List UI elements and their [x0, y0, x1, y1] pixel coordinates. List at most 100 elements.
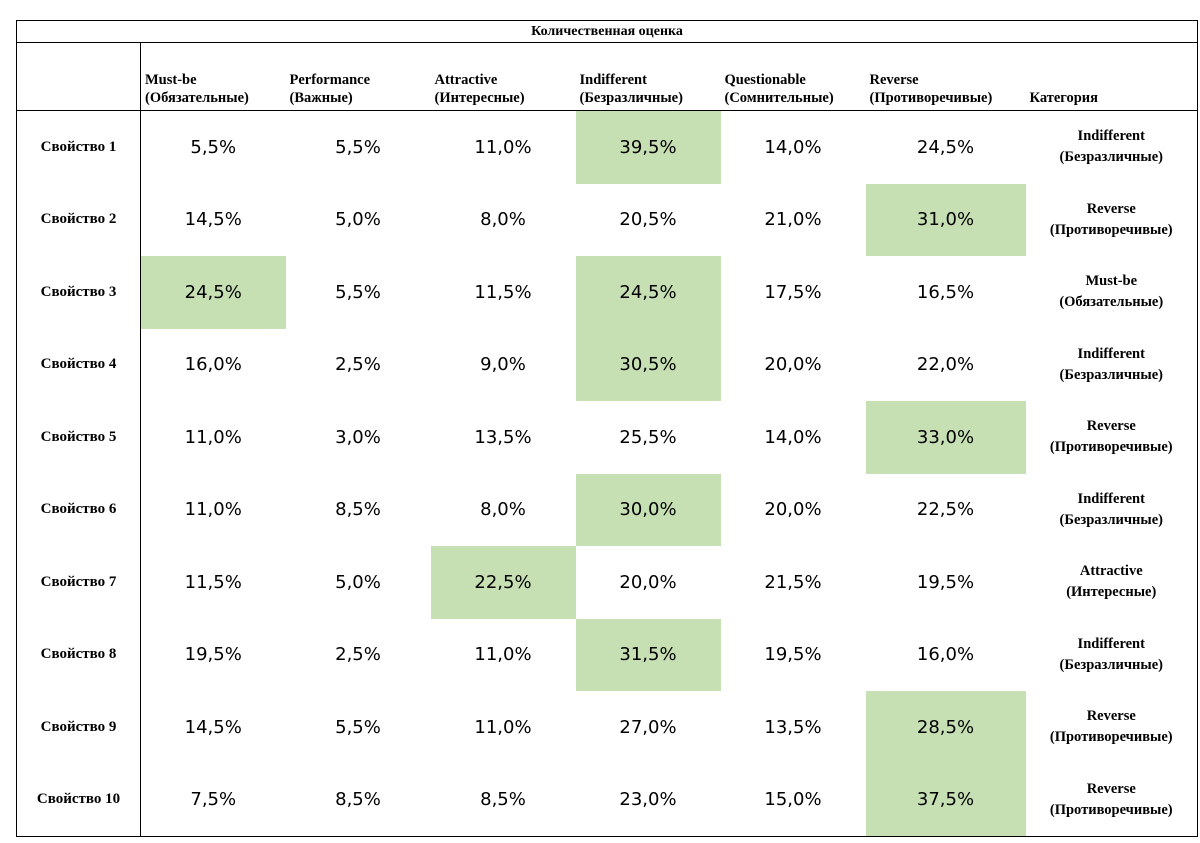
- value-cell: 27,0%: [619, 716, 677, 738]
- category-name: Indifferent: [1077, 345, 1145, 362]
- category-name-ru: (Противоречивые): [1049, 439, 1173, 456]
- value-cell: 13,5%: [474, 426, 532, 448]
- column-header-must-be: Must-be (Обязательные): [140, 42, 286, 111]
- category-cell: Reverse (Противоречивые): [1025, 183, 1198, 256]
- category-name-ru: (Безразличные): [1059, 511, 1163, 528]
- value-cell: 14,5%: [184, 209, 242, 231]
- column-header-row: Must-be (Обязательные) Performance (Важн…: [16, 42, 1198, 111]
- row-label: Свойство 3: [16, 256, 141, 329]
- value-cell: 5,0%: [335, 209, 381, 231]
- category-name: Reverse: [1086, 418, 1136, 435]
- table-row: Свойство 3 24,5% 5,5% 11,5% 24,5% 17,5% 16,5% M…: [16, 256, 1198, 329]
- table-row: Свойство 10 7,5% 8,5% 8,5% 23,0% 15,0% 37,5% Re…: [16, 763, 1198, 837]
- value-cell: 5,5%: [335, 136, 381, 158]
- table-row: Свойство 6 11,0% 8,5% 8,0% 30,0% 20,0% 22,5% In…: [16, 473, 1198, 546]
- value-cell: 20,0%: [764, 499, 822, 521]
- value-cell: 19,5%: [764, 644, 822, 666]
- row-label: Свойство 5: [16, 401, 141, 474]
- value-cell: 22,5%: [430, 546, 576, 619]
- value-cell: 30,5%: [575, 328, 721, 401]
- value-cell: 39,5%: [575, 110, 721, 184]
- value-cell: 8,0%: [480, 209, 526, 231]
- quantitative-assessment-table: Количественная оценка Must-be (Обязатель…: [16, 20, 1198, 837]
- column-header-questionable: Questionable (Сомнительные): [720, 42, 866, 111]
- value-cell: 23,0%: [575, 763, 721, 837]
- column-header-category: Категория: [1025, 42, 1198, 111]
- corner-cell: [16, 42, 141, 111]
- value-cell: 20,5%: [619, 209, 677, 231]
- category-cell: Indifferent (Безразличные): [1025, 110, 1198, 184]
- value-cell: 5,0%: [335, 571, 381, 593]
- category-name-ru: (Безразличные): [1059, 656, 1163, 673]
- value-cell: 5,5%: [335, 716, 381, 738]
- category-cell: Indifferent (Безразличные): [1025, 328, 1198, 401]
- row-label: Свойство 7: [16, 546, 141, 619]
- value-cell: 19,5%: [916, 571, 975, 593]
- category-cell: Indifferent (Безразличные): [1025, 473, 1198, 546]
- row-label: Свойство 4: [16, 328, 141, 401]
- category-name-ru: (Противоречивые): [1049, 801, 1173, 818]
- value-cell: 13,5%: [764, 716, 822, 738]
- category-name: Attractive: [1079, 563, 1143, 580]
- row-label: Свойство 2: [16, 183, 141, 256]
- value-cell: 14,0%: [764, 136, 822, 158]
- value-cell: 37,5%: [865, 763, 1026, 837]
- value-cell: 11,0%: [184, 499, 242, 521]
- table-row: Свойство 9 14,5% 5,5% 11,0% 27,0% 13,5% 28,5% R…: [16, 691, 1198, 764]
- table-title: Количественная оценка: [16, 20, 1198, 43]
- value-cell: 5,5%: [335, 281, 381, 303]
- value-cell: 30,0%: [575, 473, 721, 546]
- value-cell: 14,0%: [764, 426, 822, 448]
- table-row: Свойство 1 5,5% 5,5% 11,0% 39,5% 14,0% 24,5% In…: [16, 110, 1198, 184]
- category-name: Indifferent: [1077, 490, 1145, 507]
- value-cell: 16,5%: [916, 281, 975, 303]
- category-name: Reverse: [1086, 780, 1136, 797]
- category-cell: Must-be (Обязательные): [1025, 256, 1198, 329]
- row-label: Свойство 8: [16, 618, 141, 691]
- category-name-ru: (Противоречивые): [1049, 221, 1173, 238]
- value-cell: 31,0%: [865, 183, 1026, 256]
- category-name-ru: (Безразличные): [1059, 149, 1163, 166]
- column-header-indifferent: Indifferent (Безразличные): [575, 42, 721, 111]
- value-cell: 11,5%: [184, 571, 242, 593]
- value-cell: 21,0%: [764, 209, 822, 231]
- value-cell: 11,0%: [474, 136, 532, 158]
- value-cell: 31,5%: [575, 618, 721, 691]
- value-cell: 22,5%: [916, 499, 975, 521]
- value-cell: 17,5%: [764, 281, 822, 303]
- category-name: Indifferent: [1077, 128, 1145, 145]
- value-cell: 9,0%: [480, 354, 526, 376]
- value-cell: 11,0%: [474, 716, 532, 738]
- value-cell: 24,5%: [916, 136, 975, 158]
- value-cell: 7,5%: [140, 763, 286, 837]
- category-cell: Reverse (Противоречивые): [1025, 401, 1198, 474]
- category-name-ru: (Противоречивые): [1049, 729, 1173, 746]
- row-label: Свойство 6: [16, 473, 141, 546]
- value-cell: 16,0%: [916, 644, 975, 666]
- value-cell: 11,5%: [474, 281, 532, 303]
- table-body: Свойство 1 5,5% 5,5% 11,0% 39,5% 14,0% 24,5% In…: [16, 110, 1198, 837]
- value-cell: 33,0%: [865, 401, 1026, 474]
- table-row: Свойство 7 11,5% 5,0% 22,5% 20,0% 21,5% 19,5% A…: [16, 546, 1198, 619]
- row-label: Свойство 1: [16, 110, 141, 184]
- value-cell: 11,0%: [184, 426, 242, 448]
- table-row: Свойство 8 19,5% 2,5% 11,0% 31,5% 19,5% 16,0% I…: [16, 618, 1198, 691]
- column-header-attractive: Attractive (Интересные): [430, 42, 576, 111]
- value-cell: 2,5%: [335, 644, 381, 666]
- value-cell: 24,5%: [575, 256, 721, 329]
- value-cell: 8,5%: [430, 763, 576, 837]
- value-cell: 3,0%: [335, 426, 381, 448]
- value-cell: 25,5%: [619, 426, 677, 448]
- table-row: Свойство 5 11,0% 3,0% 13,5% 25,5% 14,0% 33,0% R…: [16, 401, 1198, 474]
- category-cell: Reverse (Противоречивые): [1025, 691, 1198, 764]
- value-cell: 19,5%: [184, 644, 242, 666]
- category-name: Must-be: [1085, 273, 1138, 290]
- category-cell: Reverse (Противоречивые): [1025, 763, 1198, 837]
- value-cell: 8,5%: [335, 499, 381, 521]
- value-cell: 2,5%: [335, 354, 381, 376]
- value-cell: 16,0%: [184, 354, 242, 376]
- category-name-ru: (Обязательные): [1059, 294, 1164, 311]
- value-cell: 8,5%: [285, 763, 431, 837]
- value-cell: 5,5%: [190, 136, 237, 158]
- category-name: Reverse: [1086, 708, 1136, 725]
